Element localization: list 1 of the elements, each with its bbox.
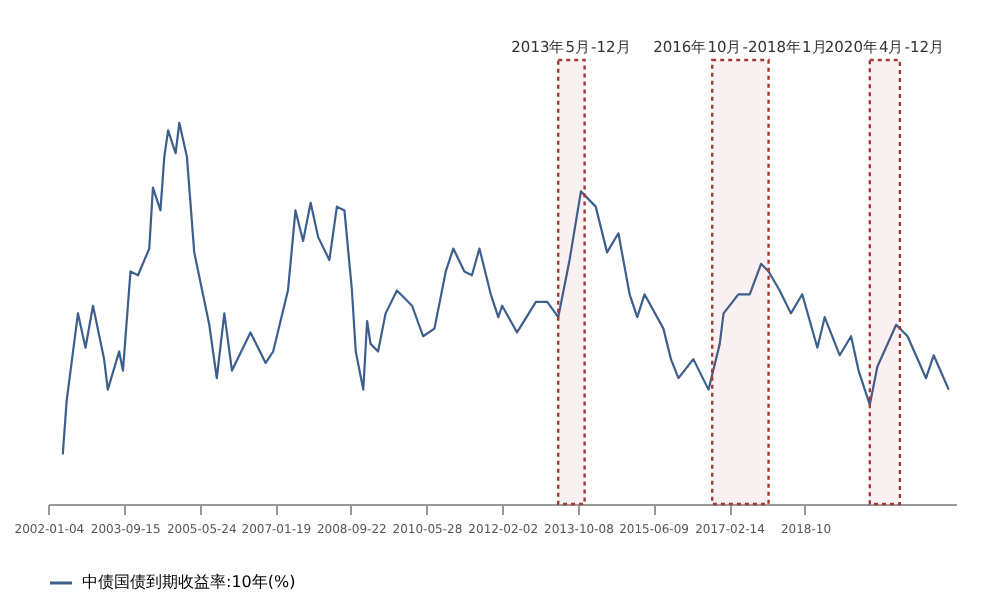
legend-label: 中债国债到期收益率:10年(%) bbox=[82, 573, 296, 591]
